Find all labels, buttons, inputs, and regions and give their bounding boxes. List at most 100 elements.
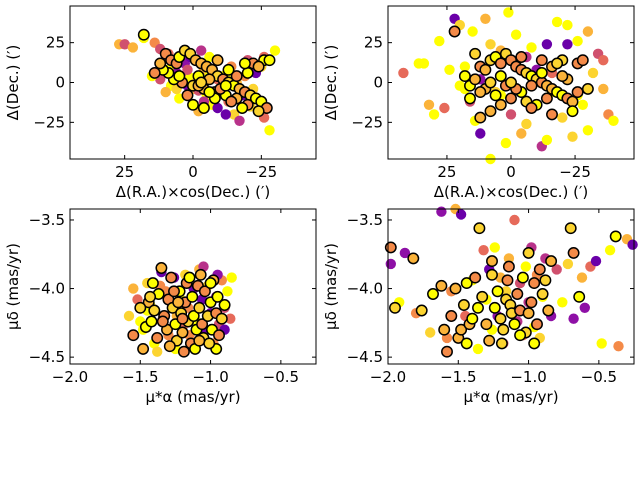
data-point — [137, 342, 150, 355]
data-point — [238, 57, 251, 70]
data-point — [128, 283, 139, 294]
data-point — [441, 345, 453, 358]
y-tick-label: 25 — [364, 34, 383, 52]
data-point — [551, 16, 563, 28]
data-point — [176, 326, 189, 339]
data-point — [515, 51, 528, 63]
data-point — [598, 83, 609, 95]
data-point — [466, 312, 479, 325]
data-point — [551, 57, 564, 70]
data-point — [225, 313, 236, 324]
x-tick-label: −0.5 — [581, 368, 617, 386]
data-point — [531, 318, 543, 331]
data-point — [213, 329, 225, 342]
data-point — [198, 285, 211, 298]
data-point — [457, 299, 470, 311]
x-tick-label: 25 — [437, 163, 456, 181]
data-point — [608, 115, 619, 127]
data-point — [613, 341, 624, 352]
data-point — [186, 290, 199, 303]
data-point — [467, 26, 478, 37]
data-point — [444, 64, 455, 76]
data-point — [516, 128, 527, 139]
data-point — [473, 222, 486, 235]
data-point — [494, 312, 507, 325]
data-point — [596, 338, 607, 349]
data-point — [181, 89, 194, 102]
data-point — [488, 301, 501, 314]
y-tick-label: 0 — [55, 74, 65, 92]
data-point — [425, 327, 436, 338]
data-point — [445, 310, 458, 322]
y-tick-label: −3.5 — [29, 211, 65, 229]
data-point — [269, 45, 281, 56]
data-point — [204, 277, 217, 290]
data-point — [541, 134, 553, 146]
data-point — [590, 255, 602, 267]
data-point — [215, 312, 228, 325]
data-point — [525, 296, 538, 309]
data-point — [123, 310, 135, 322]
data-point — [587, 67, 599, 79]
data-point — [226, 272, 237, 283]
data-point — [541, 39, 553, 50]
data-point — [581, 82, 594, 95]
x-tick-label: −1.0 — [510, 368, 546, 386]
series-members — [137, 28, 276, 118]
y-tick-label: −4.5 — [347, 348, 383, 366]
y-tick-label: −25 — [33, 113, 65, 131]
data-point — [415, 304, 428, 317]
data-point — [469, 47, 482, 60]
x-tick-label: −25 — [246, 163, 278, 181]
data-point — [119, 39, 130, 50]
data-point — [194, 268, 207, 281]
panel-bottom-right: −2.0 −1.5 −1.0 −0.5 −3.5 −4.0 −4.5 μ*α (mas/yr)… — [322, 203, 638, 406]
data-point — [469, 73, 482, 86]
data-point — [418, 58, 430, 69]
data-point — [472, 343, 484, 355]
data-point — [546, 108, 558, 121]
data-point — [449, 282, 462, 295]
data-point — [225, 95, 238, 108]
data-point — [484, 105, 497, 118]
data-point — [540, 92, 553, 105]
y-tick-label: −4.5 — [29, 348, 65, 366]
data-point — [501, 274, 514, 287]
data-point — [193, 334, 206, 347]
data-point — [474, 86, 487, 99]
data-point — [148, 66, 161, 79]
data-point — [572, 35, 583, 47]
y-tick-label: −3.5 — [347, 211, 383, 229]
data-point — [469, 271, 482, 284]
data-point — [503, 253, 515, 264]
data-point — [176, 312, 189, 325]
x-axis-label: μ*α (mas/yr) — [463, 388, 558, 406]
data-point — [576, 54, 589, 67]
data-point — [500, 137, 512, 149]
data-point — [211, 54, 224, 67]
data-point — [476, 290, 489, 303]
data-point — [522, 246, 535, 259]
data-point — [448, 25, 461, 38]
data-point — [439, 102, 450, 114]
data-point — [168, 285, 180, 298]
data-point — [576, 272, 588, 283]
data-point — [172, 296, 185, 309]
data-point — [485, 39, 496, 50]
data-point — [526, 42, 537, 53]
data-point — [566, 95, 579, 108]
data-point — [511, 288, 524, 300]
data-point — [505, 92, 517, 105]
data-point — [489, 89, 502, 102]
data-point — [203, 86, 216, 99]
y-axis-label: Δ(Dec.) (′) — [4, 45, 22, 121]
data-point — [436, 206, 447, 217]
data-point — [502, 260, 515, 273]
data-point — [230, 70, 243, 83]
data-point — [536, 288, 549, 300]
data-point — [489, 242, 500, 253]
data-point — [264, 125, 275, 136]
data-point — [535, 66, 548, 79]
data-point — [173, 70, 186, 83]
data-point — [491, 285, 504, 298]
